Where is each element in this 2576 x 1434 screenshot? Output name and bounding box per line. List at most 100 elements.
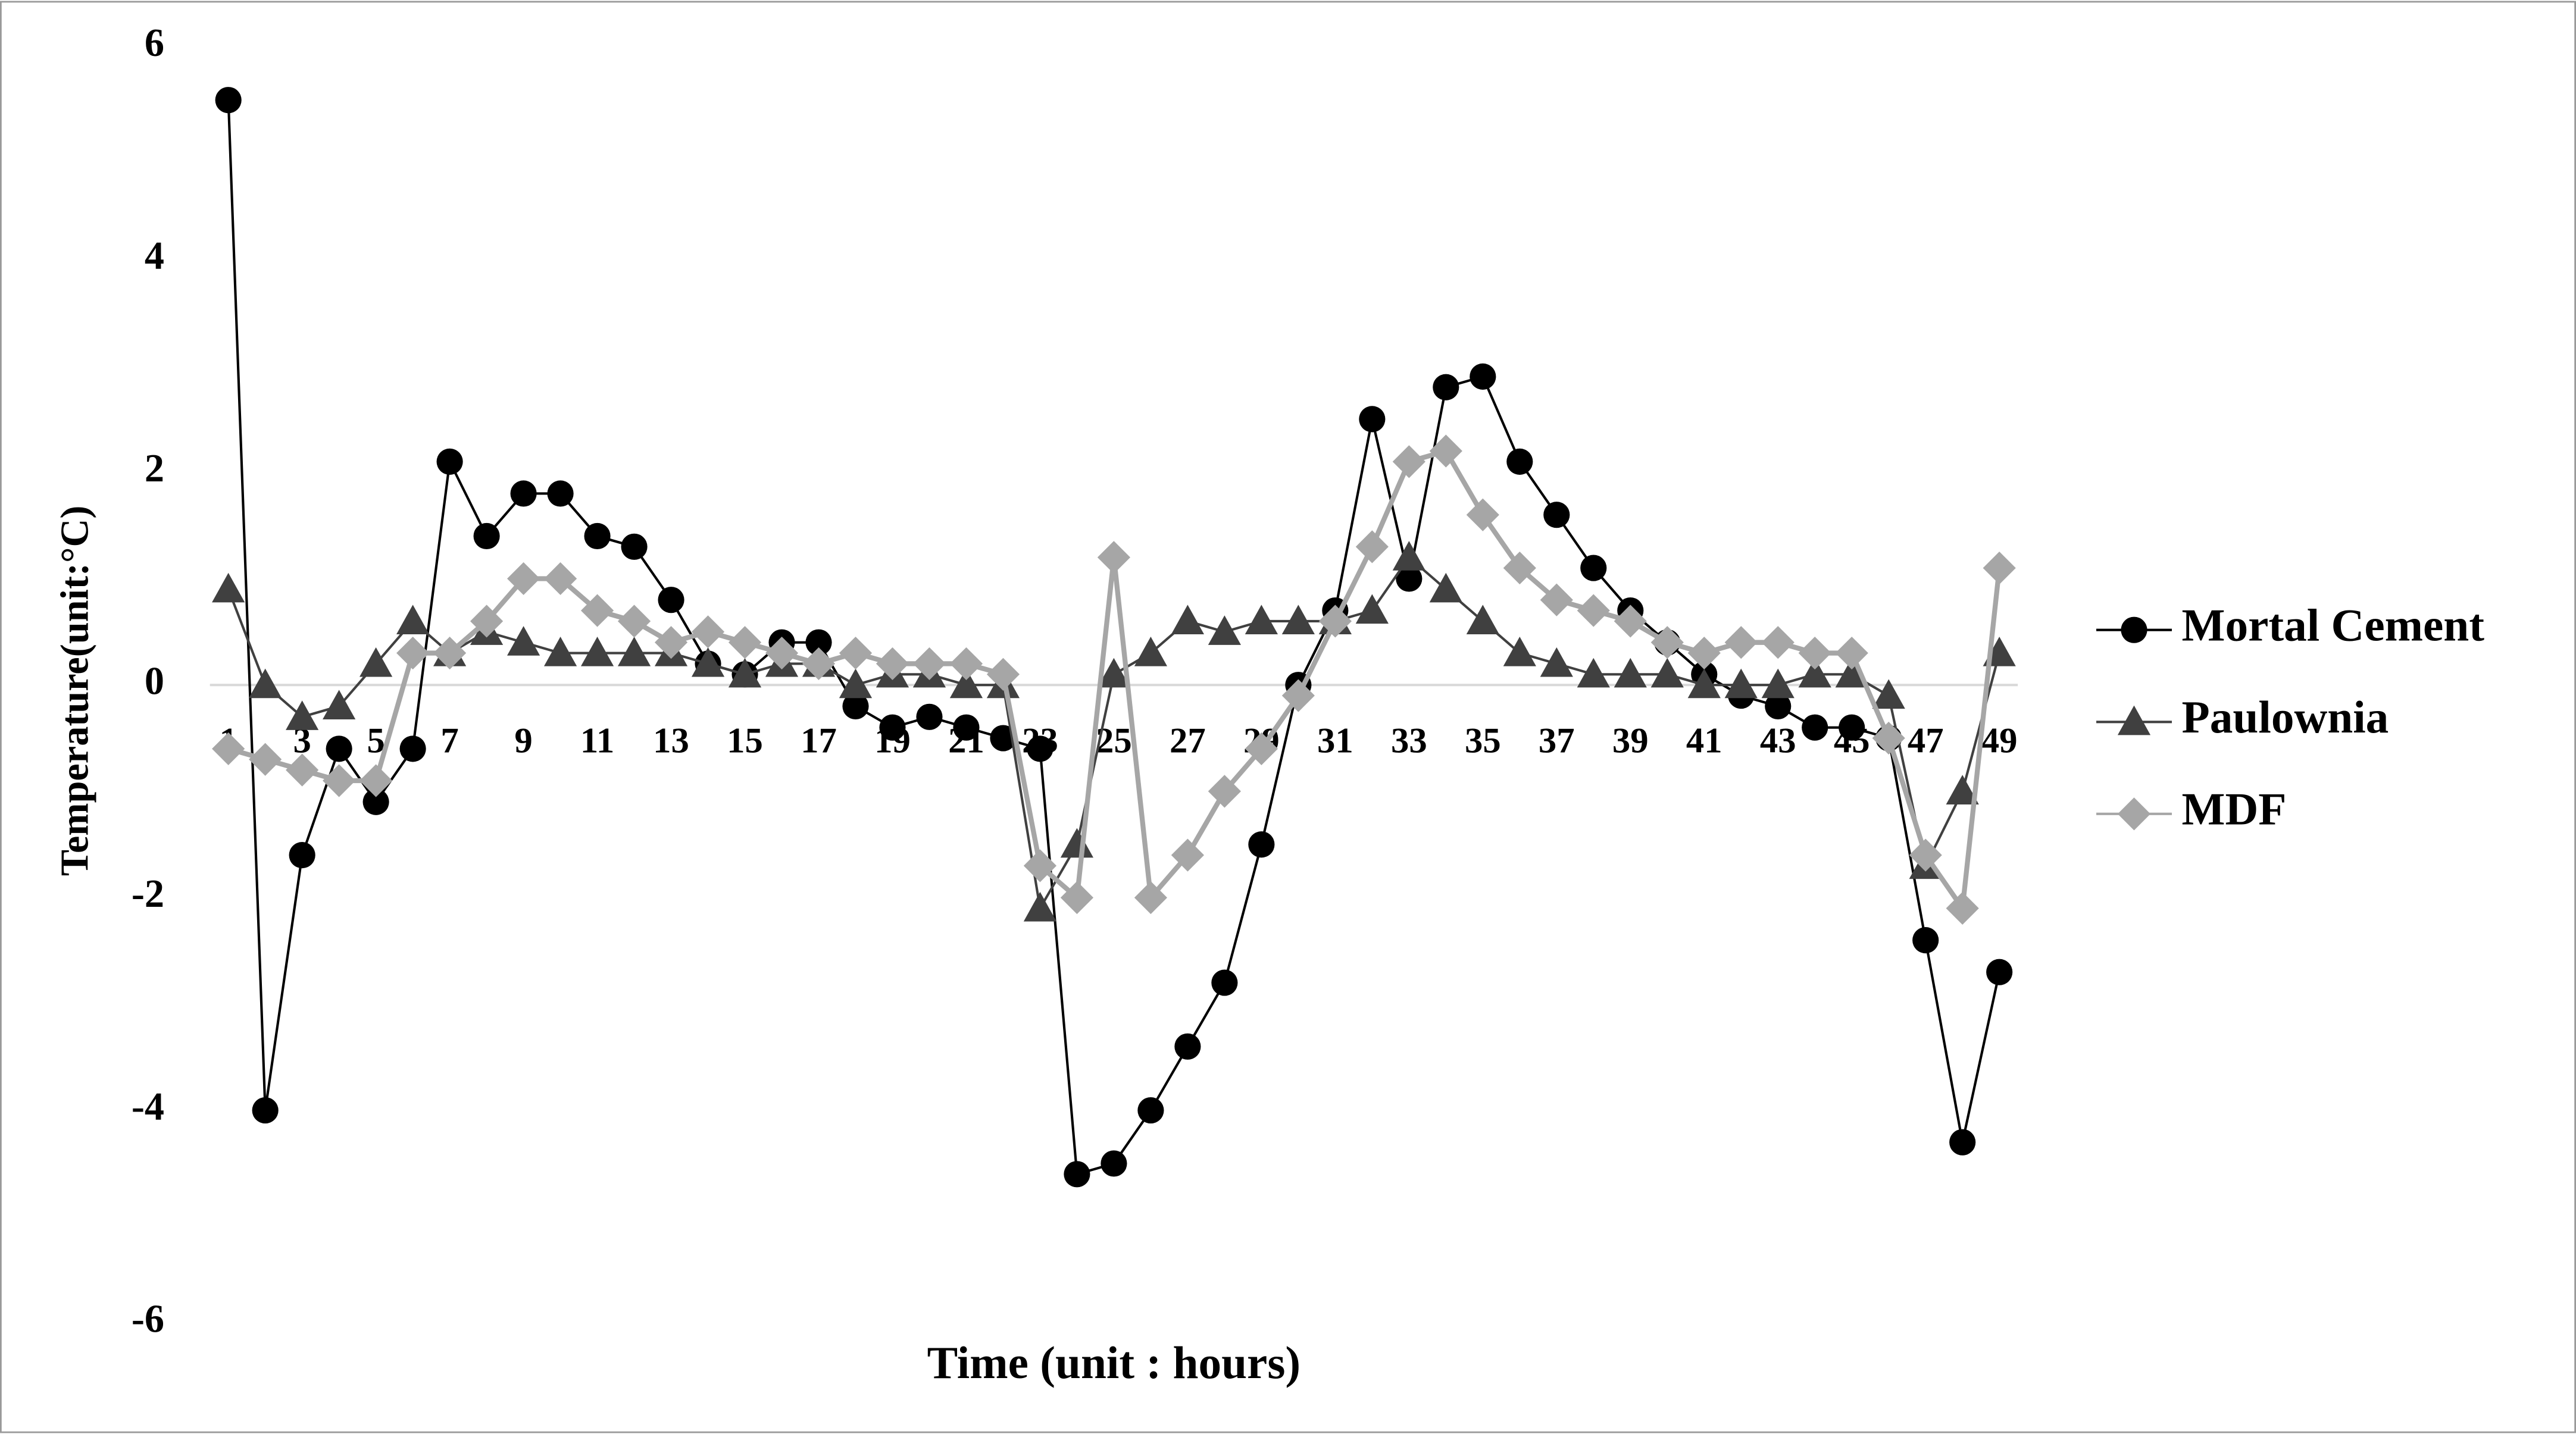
marker	[879, 714, 906, 741]
marker	[876, 647, 909, 681]
marker	[1137, 1097, 1164, 1124]
x-tick-label: 9	[514, 721, 532, 760]
x-tick-label: 27	[1170, 721, 1206, 760]
marker	[1983, 551, 2016, 585]
marker	[949, 647, 983, 681]
marker	[1281, 605, 1315, 635]
marker	[1470, 363, 1496, 390]
marker	[1396, 565, 1423, 592]
marker	[1171, 838, 1204, 872]
series	[212, 434, 2016, 925]
marker	[1614, 657, 1647, 688]
x-tick-label: 17	[801, 721, 837, 760]
marker	[359, 647, 393, 677]
marker	[1318, 605, 1352, 638]
marker	[1060, 828, 1094, 858]
marker	[1839, 714, 1865, 741]
x-tick-label: 25	[1096, 721, 1132, 760]
y-tick-label: 6	[145, 21, 164, 65]
marker	[1027, 735, 1053, 762]
marker	[580, 594, 614, 627]
y-tick-label: -6	[132, 1298, 164, 1341]
marker	[286, 753, 319, 787]
marker	[1134, 636, 1168, 666]
marker	[1503, 551, 1536, 585]
marker	[1986, 959, 2013, 985]
marker	[215, 87, 242, 114]
marker	[2121, 616, 2147, 643]
marker	[1101, 1150, 1127, 1177]
marker	[1023, 849, 1057, 882]
marker	[1359, 406, 1386, 433]
marker	[580, 636, 614, 666]
y-axis-title: Temperature(unit:°C)	[54, 506, 97, 876]
marker	[249, 743, 282, 776]
legend-label: Paulownia	[2182, 691, 2389, 743]
marker	[1433, 374, 1459, 400]
marker	[728, 626, 762, 659]
marker	[1543, 502, 1570, 528]
marker	[436, 448, 463, 475]
marker	[212, 732, 245, 766]
marker	[1946, 775, 1979, 804]
marker	[1134, 881, 1168, 915]
marker	[1650, 657, 1684, 688]
marker	[1174, 1033, 1201, 1060]
marker	[1392, 541, 1425, 571]
x-tick-label: 47	[1908, 721, 1944, 760]
marker	[362, 788, 389, 815]
marker	[1429, 434, 1462, 468]
x-tick-label: 43	[1760, 721, 1796, 760]
marker	[399, 735, 426, 762]
marker	[289, 842, 315, 869]
marker	[1872, 679, 1905, 709]
marker	[1466, 498, 1499, 531]
marker	[691, 647, 725, 677]
marker	[802, 647, 836, 681]
x-tick-label: 7	[440, 721, 458, 760]
marker	[547, 480, 574, 507]
marker	[2117, 705, 2151, 735]
marker	[507, 562, 540, 596]
marker	[1355, 530, 1389, 563]
marker	[728, 657, 762, 688]
marker	[1060, 881, 1094, 915]
y-tick-label: -2	[132, 872, 164, 916]
x-axis-title: Time (unit : hours)	[927, 1337, 1300, 1388]
marker	[1211, 969, 1238, 996]
marker	[949, 668, 983, 699]
marker	[1909, 838, 1942, 872]
marker	[507, 626, 540, 656]
marker	[1580, 555, 1607, 581]
marker	[1835, 636, 1868, 670]
series	[212, 541, 2016, 922]
marker	[1577, 657, 1610, 688]
marker	[1171, 605, 1204, 635]
marker	[658, 587, 684, 613]
marker	[543, 562, 577, 596]
marker	[1761, 626, 1795, 659]
marker	[839, 636, 873, 670]
marker	[1245, 605, 1278, 635]
x-tick-label: 41	[1686, 721, 1722, 760]
marker	[1946, 891, 1979, 925]
marker	[1097, 657, 1131, 688]
marker	[1281, 679, 1315, 712]
marker	[953, 714, 980, 741]
marker	[286, 700, 319, 730]
marker	[1064, 1161, 1090, 1188]
x-tick-label: 49	[1981, 721, 2018, 760]
marker	[1724, 626, 1758, 659]
marker	[842, 693, 869, 720]
marker	[510, 480, 537, 507]
marker	[1835, 657, 1868, 688]
marker	[1503, 636, 1536, 666]
marker	[1798, 636, 1831, 670]
marker	[1540, 647, 1573, 677]
marker	[1577, 594, 1610, 627]
marker	[1614, 605, 1647, 638]
marker	[1687, 636, 1721, 670]
marker	[433, 636, 467, 670]
